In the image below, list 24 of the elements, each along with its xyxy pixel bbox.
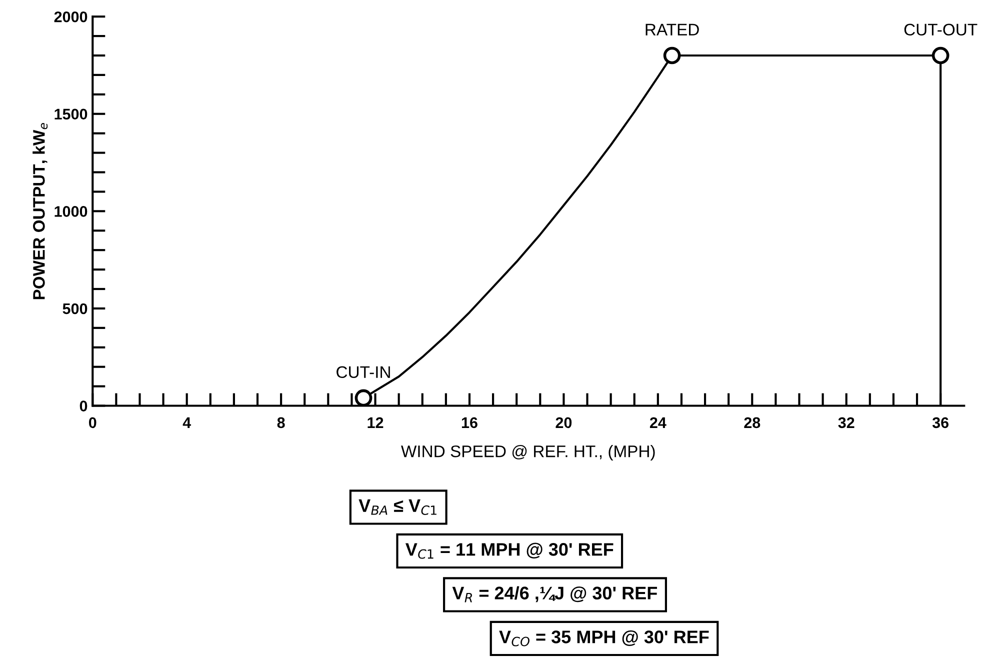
x-tick-label: 16 bbox=[462, 417, 478, 428]
text: V$_{BA}$ ≤ V$_{C1}$ bbox=[358, 499, 436, 515]
y-axis-title: POWER OUTPUT, kW$_{e}$ bbox=[32, 123, 48, 300]
x-tick-label: 0 bbox=[88, 417, 96, 428]
x-tick-label: 28 bbox=[744, 417, 760, 428]
x-tick-label: 20 bbox=[556, 417, 572, 428]
text: V$_{R}$ = 24/6 ,¼J @ 30' REF bbox=[452, 586, 658, 602]
x-tick-label: 8 bbox=[277, 417, 285, 428]
x-tick-label: 24 bbox=[650, 417, 666, 428]
annotation: RATED bbox=[646, 24, 699, 36]
x-tick-label: 32 bbox=[838, 417, 854, 428]
y-tick-label: 500 bbox=[62, 303, 88, 314]
x-tick-label: 12 bbox=[368, 417, 384, 428]
y-tick-label: 1500 bbox=[54, 108, 88, 120]
y-tick-label: 0 bbox=[80, 400, 88, 412]
text: V$_{C1}$ = 11 MPH @ 30' REF bbox=[405, 542, 614, 559]
annotation: CUT-IN bbox=[336, 366, 390, 378]
x-tick-label: 36 bbox=[932, 417, 949, 428]
annotation: CUT-OUT bbox=[904, 24, 978, 36]
text: V$_{CO}$ = 35 MPH @ 30' REF bbox=[499, 630, 709, 646]
y-tick-label: 1000 bbox=[54, 206, 88, 217]
x-axis-title: WIND SPEED @ REF. HT., (MPH) bbox=[401, 445, 655, 461]
y-tick-label: 2000 bbox=[54, 11, 88, 22]
x-tick-label: 4 bbox=[182, 417, 192, 428]
